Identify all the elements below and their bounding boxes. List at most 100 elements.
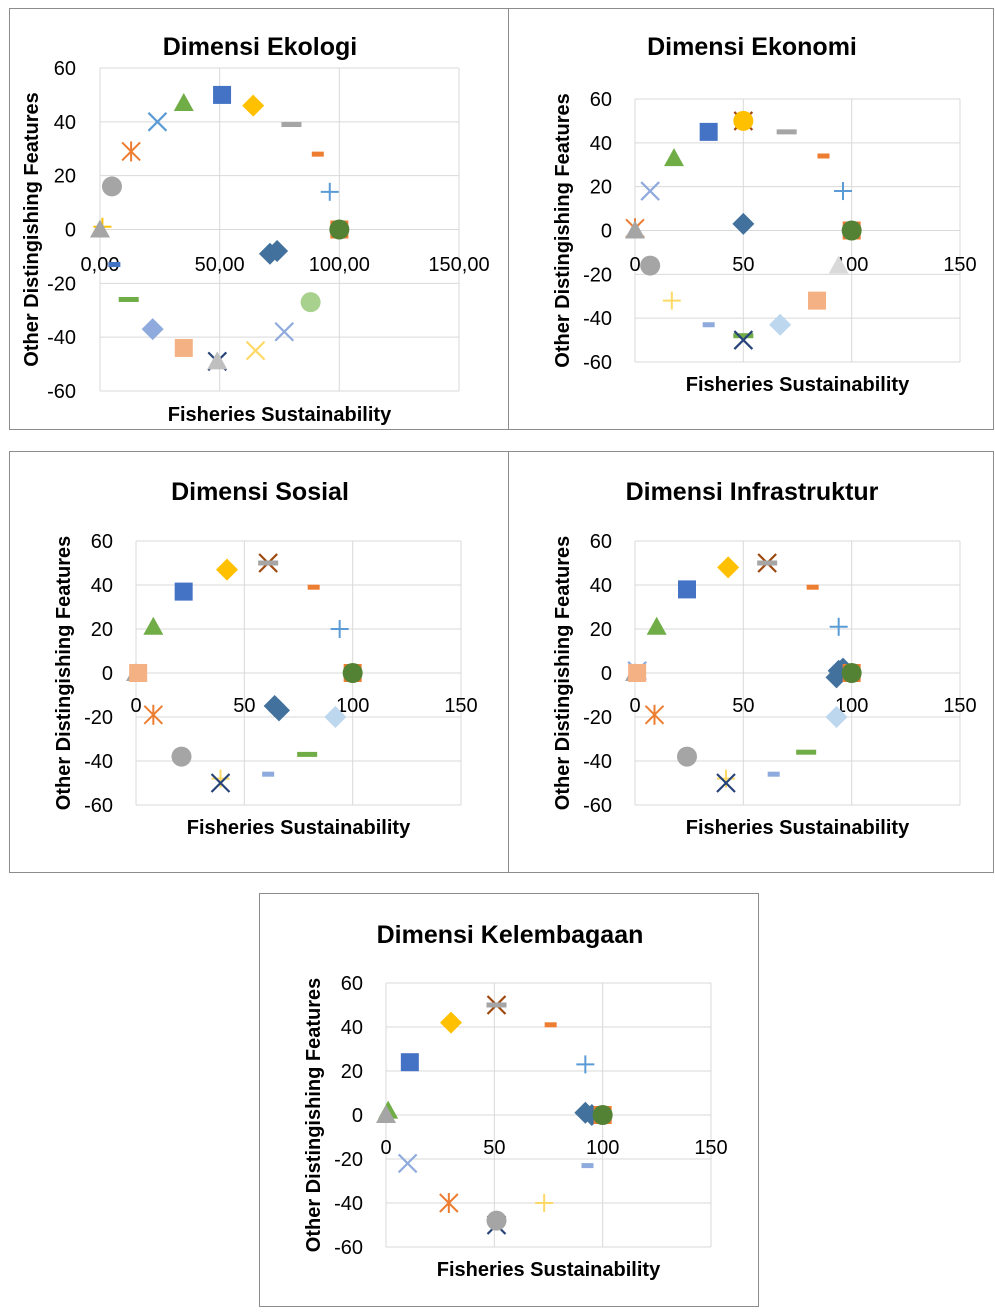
data-point-square [628,664,647,682]
y-tick-label: 40 [54,112,76,134]
data-point-dash [258,560,279,566]
data-point-diamond [440,1011,462,1034]
x-tick-label: 50,00 [195,254,245,276]
y-tick-label: -60 [47,381,76,403]
data-point-diamond [717,556,740,579]
data-point-plus [829,617,848,636]
data-point-circle [640,255,661,276]
y-tick-label: -20 [47,273,76,295]
y-axis-label: Other Distingishing Features [21,92,43,366]
x-tick-label: 150 [943,695,976,717]
data-point-dash [311,151,324,157]
y-tick-label: 40 [590,575,612,597]
y-tick-label: -20 [84,707,113,729]
data-point-diamond [266,240,289,263]
x-tick-label: 100,00 [309,254,370,276]
x-axis-label: Fisheries Sustainability [187,817,411,839]
scatter-chart-infrastruktur: 60 40 20 0 -20 -40 -60 0 50 100 150 Dimensi Infrast… [552,478,977,839]
chart-panel-ekonomi: 60 40 20 0 -20 -40 -60 0 50 100 150 Dimensi Ekonomi… [508,8,994,430]
x-tick-label: 0 [130,695,141,717]
data-point-square [174,338,193,357]
data-point-circle [841,663,862,683]
data-point-dash [581,1163,594,1169]
x-axis-label: Fisheries Sustainability [168,404,392,426]
y-tick-label: -40 [334,1193,363,1215]
data-point-plus [717,769,735,788]
data-point-plus [330,620,349,638]
chart-title: Dimensi Ekonomi [647,33,857,61]
chart-title: Dimensi Kelembagaan [377,921,644,949]
chart-title: Dimensi Sosial [171,478,349,506]
x-tick-label: 100 [586,1137,619,1159]
x-tick-label: 50 [732,695,754,717]
data-point-x [716,773,736,793]
data-point-square [699,122,718,141]
y-tick-label: 0 [601,663,612,685]
data-point-plus [576,1055,595,1074]
data-point-plus [320,182,339,201]
y-tick-label: -40 [47,327,76,349]
x-tick-label: 50 [483,1137,505,1159]
data-point-circle [677,746,697,767]
data-point-triangle [646,616,667,635]
data-point-square [213,85,232,104]
data-point-square [400,1053,419,1072]
y-tick-label: -40 [583,308,612,330]
data-point-triangle [828,255,849,274]
chart-panel-infrastruktur: 60 40 20 0 -20 -40 -60 0 50 100 150 Dimensi Infrast… [508,451,994,873]
data-point-circle [329,219,350,240]
x-axis-label: Fisheries Sustainability [437,1259,661,1281]
data-point-triangle [173,92,194,111]
data-point-circle [486,1210,507,1231]
x-tick-label: 0 [629,254,640,276]
chart-title: Dimensi Infrastruktur [626,478,879,506]
data-point-circle [101,176,122,197]
data-point-triangle [625,220,645,239]
data-point-square [174,582,193,601]
y-tick-label: -60 [84,795,113,817]
y-tick-label: 0 [352,1105,363,1127]
y-tick-label: 40 [590,133,612,155]
data-point-dash [817,153,830,159]
y-tick-label: -20 [334,1149,363,1171]
data-point-dash [281,122,302,128]
y-tick-label: 40 [91,575,113,597]
data-point-triangle [143,616,164,635]
y-tick-label: -20 [583,707,612,729]
y-axis-label: Other Distingishing Features [552,536,574,810]
data-point-x [210,773,231,793]
data-point-x [245,340,266,361]
x-tick-label: 100 [336,695,369,717]
data-point-dash [702,322,715,328]
data-point-star [644,704,665,725]
x-axis-label: Fisheries Sustainability [686,374,910,396]
y-tick-label: -60 [583,352,612,374]
y-tick-label: -60 [583,795,612,817]
y-tick-label: -60 [334,1237,363,1259]
data-point-x [733,330,754,350]
data-point-dash [486,1002,507,1008]
data-point-dash [757,560,778,566]
y-tick-label: 0 [601,221,612,243]
data-point-star [121,141,141,162]
chart-title: Dimensi Ekologi [163,33,357,61]
data-point-diamond [769,313,792,336]
scatter-chart-ekologi: 60 40 20 0 -20 -40 -60 0,00 50,00 100,00 150,00 Dim… [21,33,490,426]
data-point-dash [767,771,780,777]
data-point-triangle [376,1105,396,1123]
data-point-diamond [825,706,848,728]
data-point-star [143,704,164,725]
y-axis-label: Other Distingishing Features [552,93,574,367]
y-tick-label: -40 [583,751,612,773]
y-axis-label: Other Distingishing Features [53,536,75,810]
data-point-x [147,112,168,132]
x-tick-label: 0 [380,1137,391,1159]
data-point-circle [171,746,192,767]
y-tick-label: 20 [590,177,612,199]
y-tick-label: 60 [54,58,76,80]
data-point-circle [733,110,754,131]
data-point-dash [733,333,754,339]
y-tick-label: 0 [65,220,76,242]
y-tick-label: 60 [590,89,612,111]
